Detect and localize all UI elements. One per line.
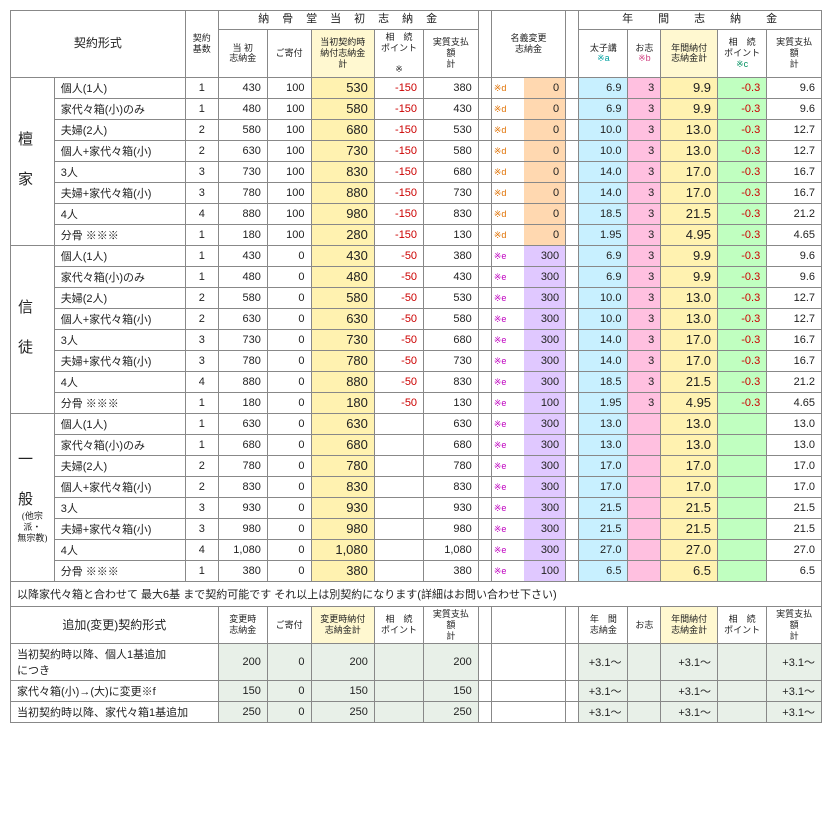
data-row: 分骨 ※※※13800380380※e1006.56.56.5 [11,560,822,581]
hdr-g: 太子講※a [579,29,628,77]
data-row: 3人39300930930※e30021.521.521.5 [11,497,822,518]
addon-row: 当初契約時以降、個人1基追加につき2000200200+3.1〜+3.1〜+3.… [11,644,822,681]
data-row: 夫婦(2人)2580100680-150530※d010.0313.0-0.31… [11,119,822,140]
data-row: 4人4880100980-150830※d018.5321.5-0.321.2 [11,203,822,224]
hdr-group-annual: 年 間 志 納 金 [579,11,822,30]
footnote: 以降家代々箱と合わせて 最大6基 まで契約可能です それ以上は別契約になります(… [11,581,822,606]
hdr-contract-form: 契約形式 [11,11,186,78]
data-row: 家代々箱(小)のみ1480100580-150430※d06.939.9-0.3… [11,98,822,119]
addon-row: 当初契約時以降、家代々箱1基追加2500250250+3.1〜+3.1〜+3.1… [11,702,822,723]
category-label: 信 徒 [11,245,55,413]
hdr-group-initial: 納 骨 堂 当 初 志 納 金 [218,11,478,30]
hdr-j: 相 続ポイント※c [718,29,767,77]
data-row: 夫婦(2人)27800780780※e30017.017.017.0 [11,455,822,476]
category-label: 一 般(他宗派・無宗教) [11,413,55,581]
data-row: 一 般(他宗派・無宗教)個人(1人)16300630630※e30013.013… [11,413,822,434]
data-row: 夫婦+家代々箱(小)3780100880-150730※d014.0317.0-… [11,182,822,203]
addon-row: 家代々箱(小)→(大)に変更※f1500150150+3.1〜+3.1〜+3.1… [11,681,822,702]
category-label: 檀 家 [11,77,55,245]
hdr-a: 当 初志納金 [218,29,267,77]
hdr-k: 実質支払額計 [767,29,822,77]
data-row: 夫婦+家代々箱(小)39800980980※e30021.521.521.5 [11,518,822,539]
hdr-c: 当初契約時納付志納金計 [311,29,374,77]
data-row: 個人+家代々箱(小)28300830830※e30017.017.017.0 [11,476,822,497]
hdr-count: 契約基数 [185,11,218,78]
data-row: 信 徒個人(1人)14300430-50380※e3006.939.9-0.39… [11,245,822,266]
hdr-b: ご寄付 [267,29,311,77]
data-row: 家代々箱(小)のみ14800480-50430※e3006.939.9-0.39… [11,266,822,287]
hdr-e: 実質支払額計 [424,29,479,77]
data-row: 分骨 ※※※1180100280-150130※d01.9534.95-0.34… [11,224,822,245]
data-row: 夫婦(2人)25800580-50530※e30010.0313.0-0.312… [11,287,822,308]
data-row: 檀 家個人(1人)1430100530-150380※d06.939.9-0.3… [11,77,822,98]
hdr-d: 相 続ポイント※ [374,29,423,77]
hdr-h: お志※b [628,29,661,77]
data-row: 分骨 ※※※11800180-50130※e1001.9534.95-0.34.… [11,392,822,413]
hdr-name-change: 名義変更志納金 [491,11,565,78]
data-row: 4人48800880-50830※e30018.5321.5-0.321.2 [11,371,822,392]
hdr-i: 年間納付志納金計 [661,29,718,77]
data-row: 3人3730100830-150680※d014.0317.0-0.316.7 [11,161,822,182]
data-row: 個人+家代々箱(小)2630100730-150580※d010.0313.0-… [11,140,822,161]
data-row: 4人41,08001,0801,080※e30027.027.027.0 [11,539,822,560]
data-row: 3人37300730-50680※e30014.0317.0-0.316.7 [11,329,822,350]
data-row: 夫婦+家代々箱(小)37800780-50730※e30014.0317.0-0… [11,350,822,371]
pricing-table: 契約形式 契約基数 納 骨 堂 当 初 志 納 金 名義変更志納金 年 間 志 … [10,10,822,723]
data-row: 個人+家代々箱(小)26300630-50580※e30010.0313.0-0… [11,308,822,329]
data-row: 家代々箱(小)のみ16800680680※e30013.013.013.0 [11,434,822,455]
